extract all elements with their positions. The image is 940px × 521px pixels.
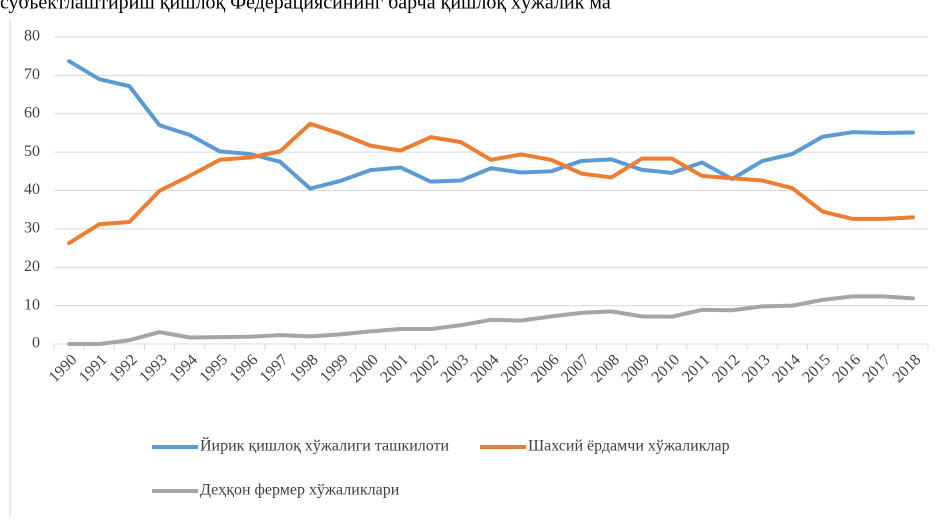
x-tick-label: 2017 xyxy=(860,351,895,386)
x-tick-label: 1996 xyxy=(227,351,262,386)
x-tick-label: 1999 xyxy=(317,351,352,386)
x-tick-label: 2013 xyxy=(739,351,774,386)
x-tick-label: 1990 xyxy=(46,351,81,386)
y-tick-label: 60 xyxy=(24,104,40,121)
x-tick-label: 2008 xyxy=(588,351,623,386)
x-tick-label: 2001 xyxy=(377,351,412,386)
x-tick-label: 1997 xyxy=(257,351,292,386)
x-tick-label: 2005 xyxy=(498,351,533,386)
x-tick-label: 1998 xyxy=(287,351,322,386)
x-tick-label: 2011 xyxy=(679,351,713,385)
legend-label: Шахсий ёрдамчи хўжаликлар xyxy=(528,438,730,455)
x-tick-label: 2006 xyxy=(528,351,563,386)
series-line xyxy=(67,294,915,346)
y-tick-label: 40 xyxy=(24,181,40,198)
y-tick-label: 80 xyxy=(24,28,40,45)
x-tick-label: 2000 xyxy=(347,351,382,386)
x-tick-label: 2007 xyxy=(558,351,593,386)
series-line xyxy=(67,59,915,191)
x-tick-label: 1994 xyxy=(166,351,201,386)
y-tick-label: 0 xyxy=(32,335,40,352)
x-tick-label: 1995 xyxy=(197,351,232,386)
x-tick-label: 1991 xyxy=(76,351,111,386)
y-tick-label: 70 xyxy=(24,66,40,83)
y-tick-label: 20 xyxy=(24,258,40,275)
x-tick-label: 2010 xyxy=(649,351,684,386)
chart-title: субъектлаштириш қишлоқ Федерациясининг б… xyxy=(0,0,611,14)
x-tick-label: 2009 xyxy=(618,351,653,386)
x-tick-label: 1992 xyxy=(106,351,141,386)
x-tick-label: 2012 xyxy=(709,351,744,386)
legend-label: Деҳқон фермер хўжаликлари xyxy=(200,482,400,499)
x-tick-label: 2016 xyxy=(829,351,864,386)
legend-label: Йирик қишлоқ хўжалиги ташкилоти xyxy=(200,436,450,455)
series-line xyxy=(67,121,915,246)
x-tick-label: 2002 xyxy=(408,351,443,386)
y-tick-label: 50 xyxy=(24,143,40,160)
x-tick-label: 2004 xyxy=(468,351,503,386)
x-tick-label: 2014 xyxy=(769,351,804,386)
x-tick-label: 2018 xyxy=(890,351,925,386)
x-tick-label: 1993 xyxy=(136,351,171,386)
y-tick-label: 30 xyxy=(24,220,40,237)
y-tick-label: 10 xyxy=(24,296,40,313)
x-tick-label: 2015 xyxy=(799,351,834,386)
x-tick-label: 2003 xyxy=(438,351,473,386)
